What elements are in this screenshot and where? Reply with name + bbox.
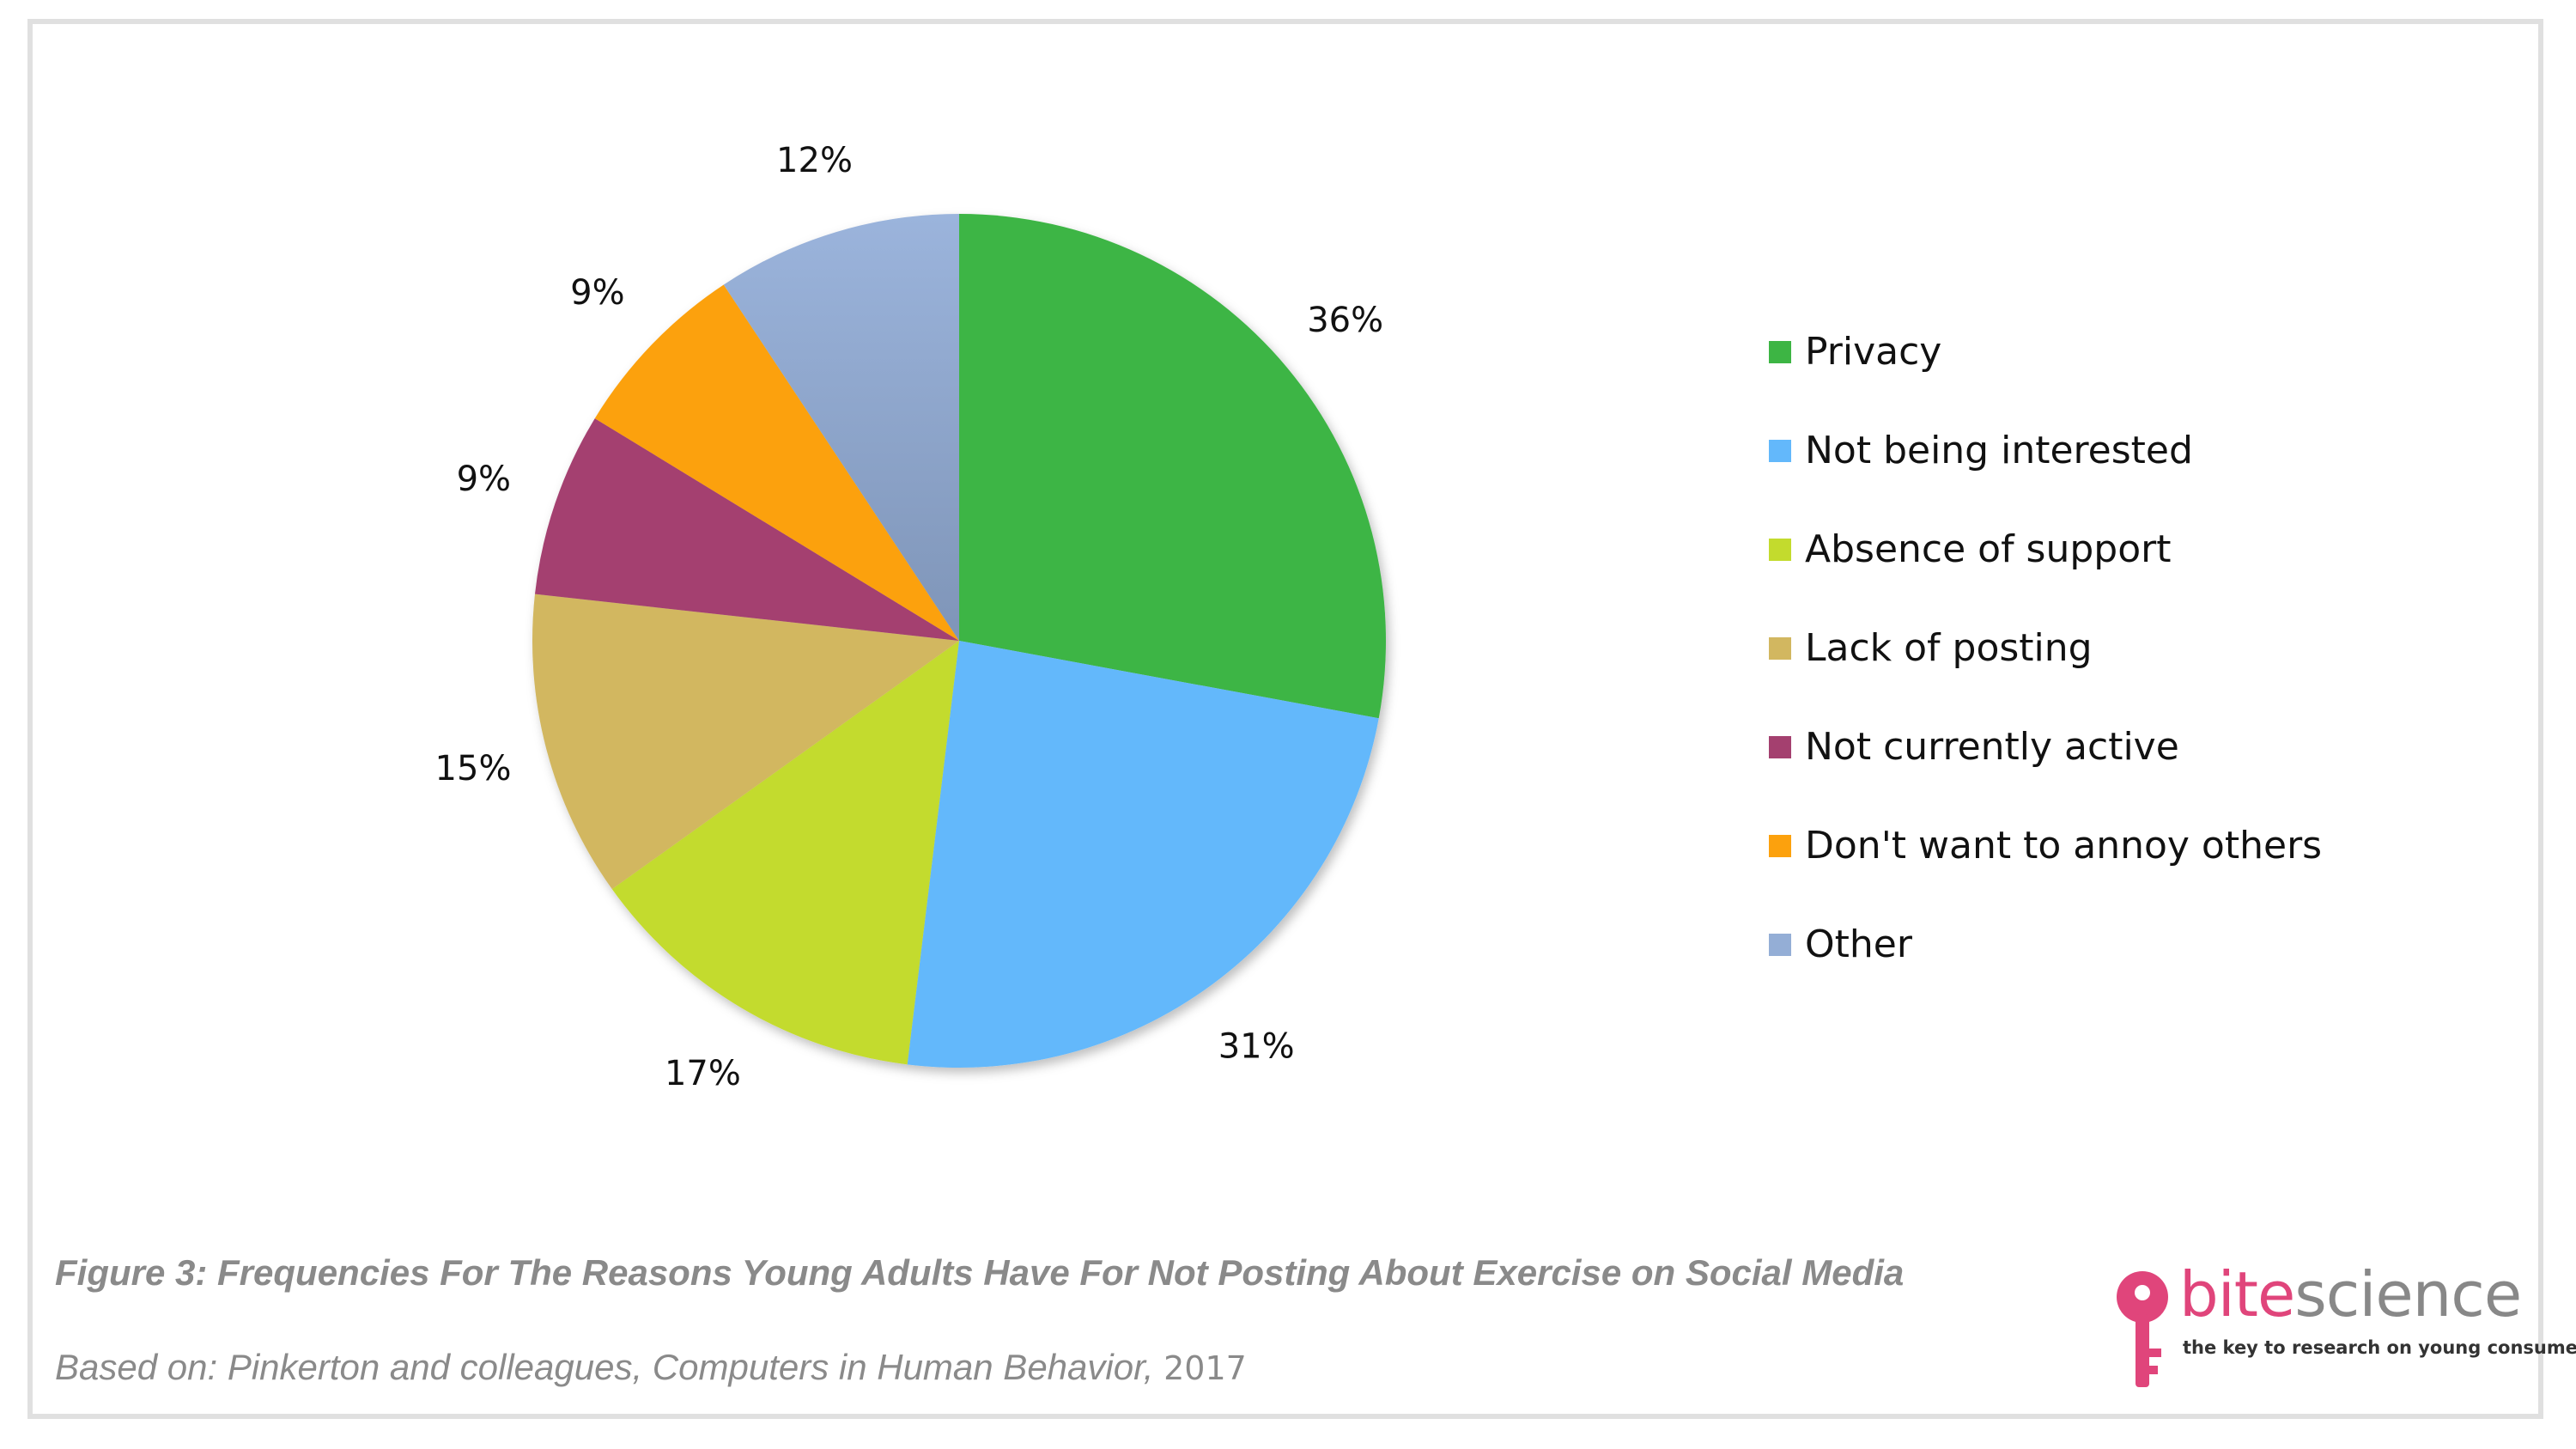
- legend-label: Not currently active: [1805, 725, 2179, 769]
- pie-value-label: 36%: [1307, 301, 1383, 340]
- pie-value-label: 31%: [1218, 1027, 1295, 1067]
- pie-value-labels: 36% 31% 17% 15% 9% 9% 12%: [435, 141, 1384, 1093]
- legend-label: Not being interested: [1805, 429, 2193, 472]
- legend-label: Don't want to annoy others: [1805, 824, 2323, 868]
- key-icon: [2117, 1271, 2168, 1387]
- pie-slice-absence-of-support: [611, 641, 959, 1065]
- legend-item-lack-of-posting: Lack of posting: [1769, 599, 2322, 697]
- legend-item-absence-of-support: Absence of support: [1769, 500, 2322, 599]
- legend-label: Privacy: [1805, 330, 1942, 374]
- legend-swatch: [1769, 340, 1791, 363]
- pie-slice-don-t-want-to-annoy-others: [594, 284, 959, 641]
- pie-value-label: 9%: [570, 273, 624, 313]
- legend-item-dont-want-to-annoy-others: Don't want to annoy others: [1769, 796, 2322, 895]
- pie-slice-lack-of-posting: [532, 594, 959, 890]
- logo-tagline: the key to research on young consumers: [2183, 1337, 2576, 1358]
- source-year: 2017: [1163, 1349, 1247, 1387]
- legend-label: Other: [1805, 922, 1912, 966]
- pie-slice-not-currently-active: [534, 418, 959, 641]
- legend-swatch: [1769, 636, 1791, 660]
- logo-wordmark-bite: bite: [2179, 1258, 2295, 1330]
- pie-slice-not-being-interested: [907, 641, 1379, 1068]
- source-citation: Based on: Pinkerton and colleagues, Comp…: [55, 1347, 1247, 1388]
- legend-item-not-being-interested: Not being interested: [1769, 401, 2322, 500]
- legend-label: Absence of support: [1805, 527, 2172, 571]
- legend-swatch: [1769, 439, 1791, 462]
- legend-label: Lack of posting: [1805, 626, 2093, 670]
- bitescience-logo: bitescience the key to research on young…: [2112, 1258, 2576, 1396]
- legend-swatch: [1769, 933, 1791, 956]
- chart-legend: Privacy Not being interested Absence of …: [1769, 302, 2322, 994]
- legend-swatch: [1769, 735, 1791, 758]
- source-text: Based on: Pinkerton and colleagues, Comp…: [55, 1347, 1154, 1387]
- legend-item-other: Other: [1769, 895, 2322, 994]
- logo-wordmark: bitescience: [2179, 1258, 2522, 1330]
- pie-value-label: 15%: [435, 749, 512, 788]
- pie-slices: [532, 214, 1386, 1068]
- pie-value-label: 17%: [665, 1054, 741, 1093]
- pie-slice-other: [723, 214, 959, 641]
- legend-item-not-currently-active: Not currently active: [1769, 697, 2322, 796]
- pie-value-label: 12%: [776, 141, 853, 180]
- logo-wordmark-science: science: [2294, 1258, 2522, 1330]
- legend-swatch: [1769, 538, 1791, 561]
- legend-item-privacy: Privacy: [1769, 302, 2322, 401]
- legend-swatch: [1769, 834, 1791, 857]
- pie-slice-privacy: [959, 214, 1386, 719]
- figure-caption: Figure 3: Frequencies For The Reasons Yo…: [55, 1252, 1905, 1293]
- pie-value-label: 9%: [457, 460, 511, 499]
